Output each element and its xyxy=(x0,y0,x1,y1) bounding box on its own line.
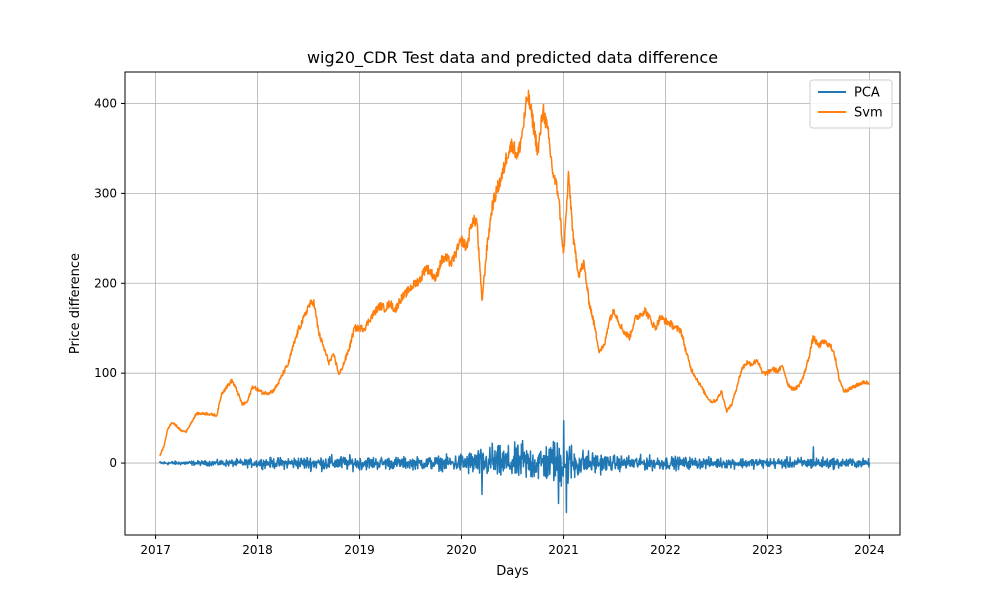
y-tick-label-300: 300 xyxy=(94,186,117,200)
x-tick-label-2021: 2021 xyxy=(548,543,579,557)
x-tick-label-2024: 2024 xyxy=(854,543,885,557)
x-axis-label: Days xyxy=(496,564,529,579)
legend-label-pca: PCA xyxy=(854,86,880,101)
plot-frame xyxy=(124,71,901,536)
tick-layer: 2017 2018 2019 2020 2021 2022 2023 2024 0 100 200 3… xyxy=(94,96,885,557)
y-axis-label: Price difference xyxy=(68,253,83,354)
x-tick-label-2020: 2020 xyxy=(446,543,477,557)
y-tick-label-400: 400 xyxy=(94,96,117,110)
x-tick-label-2023: 2023 xyxy=(752,543,783,557)
series-line-pca xyxy=(158,420,871,514)
y-tick-label-200: 200 xyxy=(94,276,117,290)
series-layer xyxy=(158,89,871,514)
x-tick-label-2019: 2019 xyxy=(344,543,375,557)
x-tick-label-2018: 2018 xyxy=(242,543,273,557)
legend-label-svm: Svm xyxy=(854,106,883,121)
series-line-svm xyxy=(159,89,871,457)
x-tick-label-2022: 2022 xyxy=(650,543,681,557)
y-tick-label-0: 0 xyxy=(109,456,117,470)
chart-title: wig20_CDR Test data and predicted data d… xyxy=(307,48,718,68)
x-tick-label-2017: 2017 xyxy=(140,543,171,557)
y-tick-label-100: 100 xyxy=(94,366,117,380)
legend: PCA Svm xyxy=(809,79,893,129)
